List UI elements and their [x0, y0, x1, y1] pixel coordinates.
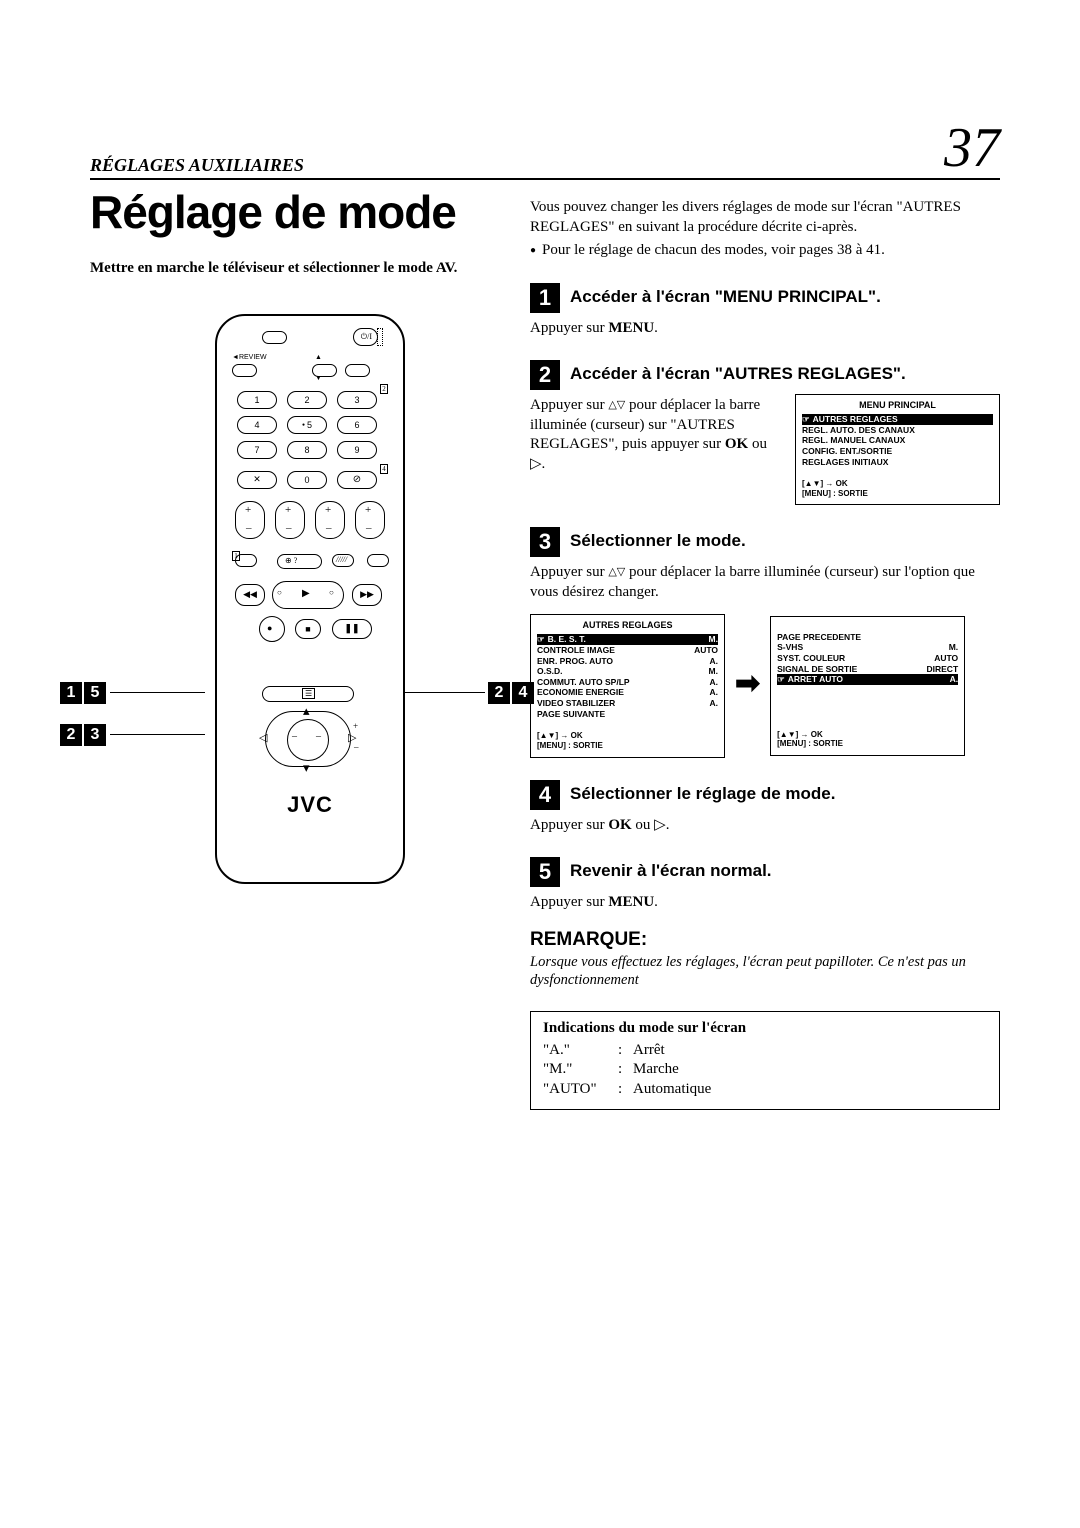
menu-row: O.S.D.M. [537, 666, 718, 677]
menu-row: ECONOMIE ENERGIEA. [537, 687, 718, 698]
menu-foot: [MENU] : SORTIE [777, 739, 958, 749]
intro-paragraph: Vous pouvez changer les divers réglages … [530, 198, 1000, 237]
step-heading: Sélectionner le réglage de mode. [570, 784, 835, 804]
step-heading: Accéder à l'écran "MENU PRINCIPAL". [570, 287, 881, 307]
step-2: 2 Accéder à l'écran "AUTRES REGLAGES". [530, 360, 1000, 390]
indications-box: Indications du mode sur l'écran "A.":Arr… [530, 1011, 1000, 1111]
remarque-heading: REMARQUE: [530, 929, 1000, 951]
step-number: 4 [530, 780, 560, 810]
step-4: 4 Sélectionner le réglage de mode. [530, 780, 1000, 810]
page-number: 37 [944, 120, 1000, 176]
menu-title: MENU PRINCIPAL [802, 400, 993, 410]
callout-num: 2 [60, 724, 82, 746]
menu-row: CONFIG. ENT./SORTIE [802, 446, 993, 457]
menu-title: AUTRES REGLAGES [537, 620, 718, 630]
step-body: Appuyer sur △▽ pour déplacer la barre il… [530, 563, 1000, 602]
menu-row: REGL. AUTO. DES CANAUX [802, 425, 993, 436]
menu-row: SYST. COULEURAUTO [777, 653, 958, 664]
indication-row: "A.":Arrêt [543, 1041, 987, 1061]
menu-row: SIGNAL DE SORTIEDIRECT [777, 664, 958, 675]
remote-diagram: 1 5 2 3 2 4 ⏻/I ◄REVIEW [110, 314, 510, 884]
step-heading: Accéder à l'écran "AUTRES REGLAGES". [570, 364, 906, 384]
indication-row: "M.":Marche [543, 1060, 987, 1080]
callout-num: 2 [488, 682, 510, 704]
step-number: 2 [530, 360, 560, 390]
autres-reglages-box-1: AUTRES REGLAGES ☞B. E. S. T.M.CONTROLE I… [530, 614, 725, 757]
step-number: 3 [530, 527, 560, 557]
menu-foot: [MENU] : SORTIE [537, 741, 718, 751]
step-number: 5 [530, 857, 560, 887]
indication-row: "AUTO":Automatique [543, 1080, 987, 1100]
page-header: RÉGLAGES AUXILIAIRES 37 [90, 120, 1000, 180]
menu-row: COMMUT. AUTO SP/LPA. [537, 677, 718, 688]
menu-foot: [MENU] : SORTIE [802, 489, 993, 499]
menu-row: PAGE PRECEDENTE [777, 632, 958, 643]
menu-row: REGLAGES INITIAUX [802, 457, 993, 468]
menu-row: ☞B. E. S. T.M. [537, 634, 718, 645]
callout-num: 5 [84, 682, 106, 704]
menu-row: VIDEO STABILIZERA. [537, 698, 718, 709]
step-heading: Sélectionner le mode. [570, 531, 746, 551]
step-body: Appuyer sur MENU. [530, 319, 1000, 339]
menu-row: PAGE SUIVANTE [537, 709, 718, 720]
page-title: Réglage de mode [90, 185, 510, 239]
menu-row: S-VHSM. [777, 642, 958, 653]
step-heading: Revenir à l'écran normal. [570, 861, 772, 881]
menu-foot: [▲▼] → OK [537, 731, 718, 741]
menu-principal-box: MENU PRINCIPAL ☞AUTRES REGLAGESREGL. AUT… [795, 394, 1000, 505]
callout-num: 3 [84, 724, 106, 746]
menu-row: REGL. MANUEL CANAUX [802, 435, 993, 446]
step-body: Appuyer sur △▽ pour déplacer la barre il… [530, 396, 780, 505]
menu-row: ☞AUTRES REGLAGES [802, 414, 993, 425]
review-label: REVIEW [239, 354, 267, 361]
section-name: RÉGLAGES AUXILIAIRES [90, 155, 304, 176]
menu-row: ☞ARRET AUTOA. [777, 674, 958, 685]
step-body: Appuyer sur MENU. [530, 893, 1000, 913]
menu-pair: AUTRES REGLAGES ☞B. E. S. T.M.CONTROLE I… [530, 610, 1000, 757]
intro-bullet: Pour le réglage de chacun des modes, voi… [530, 241, 1000, 261]
brand-logo: JVC [217, 792, 403, 818]
intro-instruction: Mettre en marche le téléviseur et sélect… [90, 259, 510, 279]
arrow-icon: ➡ [735, 666, 760, 701]
step-1: 1 Accéder à l'écran "MENU PRINCIPAL". [530, 283, 1000, 313]
menu-row: ENR. PROG. AUTOA. [537, 656, 718, 667]
step-5: 5 Revenir à l'écran normal. [530, 857, 1000, 887]
callout-num: 4 [512, 682, 534, 704]
callout-num: 1 [60, 682, 82, 704]
menu-foot: [▲▼] → OK [802, 479, 993, 489]
menu-foot: [▲▼] → OK [777, 730, 958, 740]
menu-row: CONTROLE IMAGEAUTO [537, 645, 718, 656]
autres-reglages-box-2: PAGE PRECEDENTES-VHSM.SYST. COULEURAUTOS… [770, 616, 965, 756]
step-number: 1 [530, 283, 560, 313]
step-3: 3 Sélectionner le mode. [530, 527, 1000, 557]
indications-title: Indications du mode sur l'écran [543, 1020, 987, 1037]
remote-body: ⏻/I ◄REVIEW ▲ ▼ 1 2 3 4 ●5 6 7 8 9 ✕ [215, 314, 405, 884]
step-body: Appuyer sur OK ou ▷. [530, 816, 1000, 836]
remarque-body: Lorsque vous effectuez les réglages, l'é… [530, 953, 1000, 989]
